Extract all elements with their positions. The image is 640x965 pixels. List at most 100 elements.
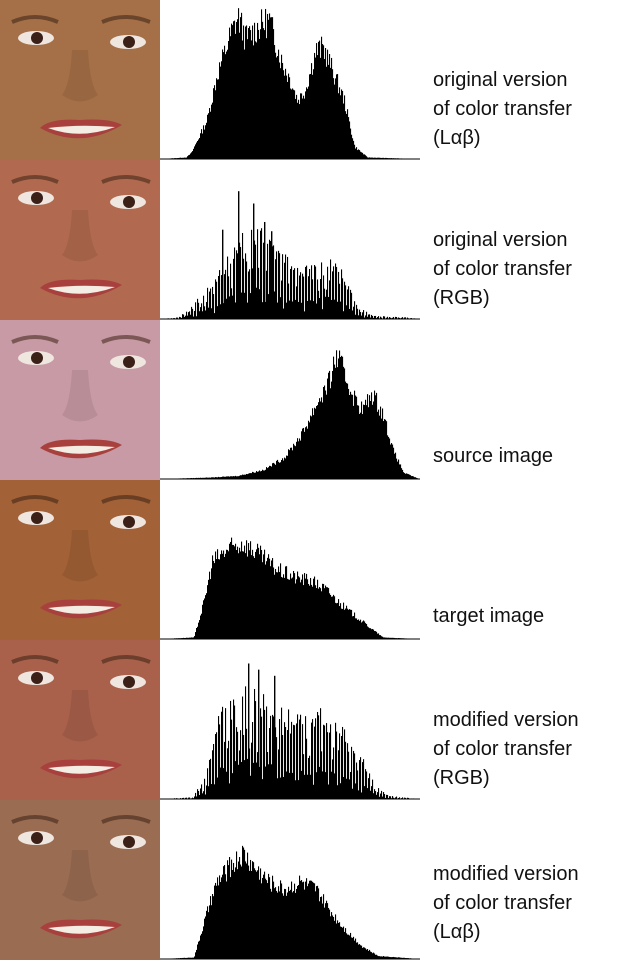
histogram-bar — [327, 379, 328, 479]
histogram-bar — [268, 874, 269, 959]
histogram-bar — [281, 281, 282, 319]
histogram-bar — [285, 458, 286, 479]
histogram-bar — [294, 268, 295, 319]
histogram-bar — [304, 573, 305, 639]
histogram-bar — [376, 393, 377, 479]
histogram-bar — [251, 871, 252, 959]
histogram-bar — [245, 253, 246, 319]
histogram-bar — [234, 546, 235, 639]
histogram-bar — [273, 463, 274, 479]
histogram-bar — [261, 228, 262, 319]
histogram-bar — [304, 775, 305, 799]
histogram-bar — [313, 69, 314, 159]
histogram-bar — [243, 847, 244, 959]
histogram-bar — [269, 466, 270, 479]
histogram-bar — [357, 309, 358, 319]
histogram-bar — [251, 743, 252, 799]
histogram-bar — [265, 767, 266, 799]
histogram-bar — [305, 716, 306, 799]
histogram-bar — [204, 598, 205, 639]
histogram-bar — [354, 391, 355, 479]
histogram-bar — [233, 545, 234, 639]
histogram-bar — [245, 861, 246, 959]
histogram-bar — [270, 241, 271, 319]
histogram-bar — [316, 772, 317, 799]
histogram-bar — [346, 779, 347, 799]
histogram-bar — [364, 154, 365, 159]
histogram-bar — [230, 264, 231, 319]
histogram-bar — [309, 756, 310, 799]
histogram-bar — [358, 149, 359, 159]
histogram-bar — [349, 935, 350, 959]
histogram-bar — [197, 299, 198, 319]
histogram-bar — [240, 730, 241, 799]
histogram-bar — [258, 548, 259, 639]
histogram-bar — [334, 773, 335, 799]
histogram-bar — [278, 50, 279, 159]
histogram-bar — [257, 544, 258, 639]
histogram-bar — [311, 63, 312, 159]
histogram-bar — [230, 542, 231, 639]
histogram-bar — [203, 926, 204, 959]
histogram-bar — [329, 733, 330, 799]
histogram-bar — [356, 943, 357, 959]
histogram-bar — [353, 937, 354, 959]
histogram-bar — [316, 406, 317, 479]
histogram-bar — [231, 720, 232, 799]
histogram-bar — [268, 764, 269, 799]
histogram-bar — [221, 275, 222, 319]
histogram-bar — [315, 891, 316, 959]
histogram-bar — [233, 700, 234, 799]
histogram-bar — [321, 591, 322, 639]
histogram-bar — [257, 229, 258, 319]
histogram-spike — [271, 231, 272, 319]
histogram-bar — [265, 470, 266, 479]
histogram-bar — [288, 887, 289, 959]
histogram-bar — [344, 368, 345, 479]
histogram-bar — [334, 300, 335, 319]
histogram-bar — [342, 278, 343, 319]
histogram-bar — [345, 111, 346, 159]
face-thumbnail — [0, 480, 160, 640]
histogram-bar — [293, 891, 294, 959]
histogram-bar — [367, 626, 368, 639]
histogram-bar — [228, 41, 229, 159]
histogram-bar — [286, 896, 287, 959]
histogram-bar — [217, 549, 218, 639]
histogram-bar — [201, 129, 202, 159]
histogram-bar — [244, 293, 245, 319]
histogram-bar — [242, 697, 243, 799]
histogram-bar — [240, 17, 241, 159]
histogram-spike — [274, 676, 275, 799]
histogram-bar — [216, 732, 217, 799]
histogram-bar — [253, 45, 254, 159]
histogram-bar — [344, 282, 345, 319]
histogram-bar — [336, 603, 337, 639]
histogram-bar — [199, 795, 200, 799]
histogram-bar — [372, 629, 373, 639]
histogram-bar — [259, 880, 260, 959]
histogram-bar — [315, 718, 316, 799]
histogram-bar — [373, 953, 374, 959]
histogram-bar — [321, 897, 322, 959]
histogram-bar — [252, 26, 253, 159]
histogram-bar — [298, 576, 299, 639]
histogram-bar — [337, 785, 338, 799]
histogram-bar — [295, 99, 296, 159]
histogram-bar — [208, 113, 209, 159]
histogram-bar — [213, 561, 214, 639]
histogram-bar — [206, 593, 207, 639]
histogram-bar — [289, 773, 290, 799]
histogram-bar — [210, 579, 211, 639]
histogram-bar — [354, 301, 355, 319]
histogram-bar — [365, 948, 366, 959]
histogram-bar — [266, 561, 267, 639]
histogram-bar — [220, 67, 221, 159]
histogram-bar — [311, 881, 312, 959]
histogram-bar — [361, 946, 362, 959]
histogram-bar — [192, 309, 193, 319]
histogram-bar — [336, 74, 337, 159]
histogram-bar — [203, 296, 204, 319]
histogram-bar — [235, 761, 236, 799]
